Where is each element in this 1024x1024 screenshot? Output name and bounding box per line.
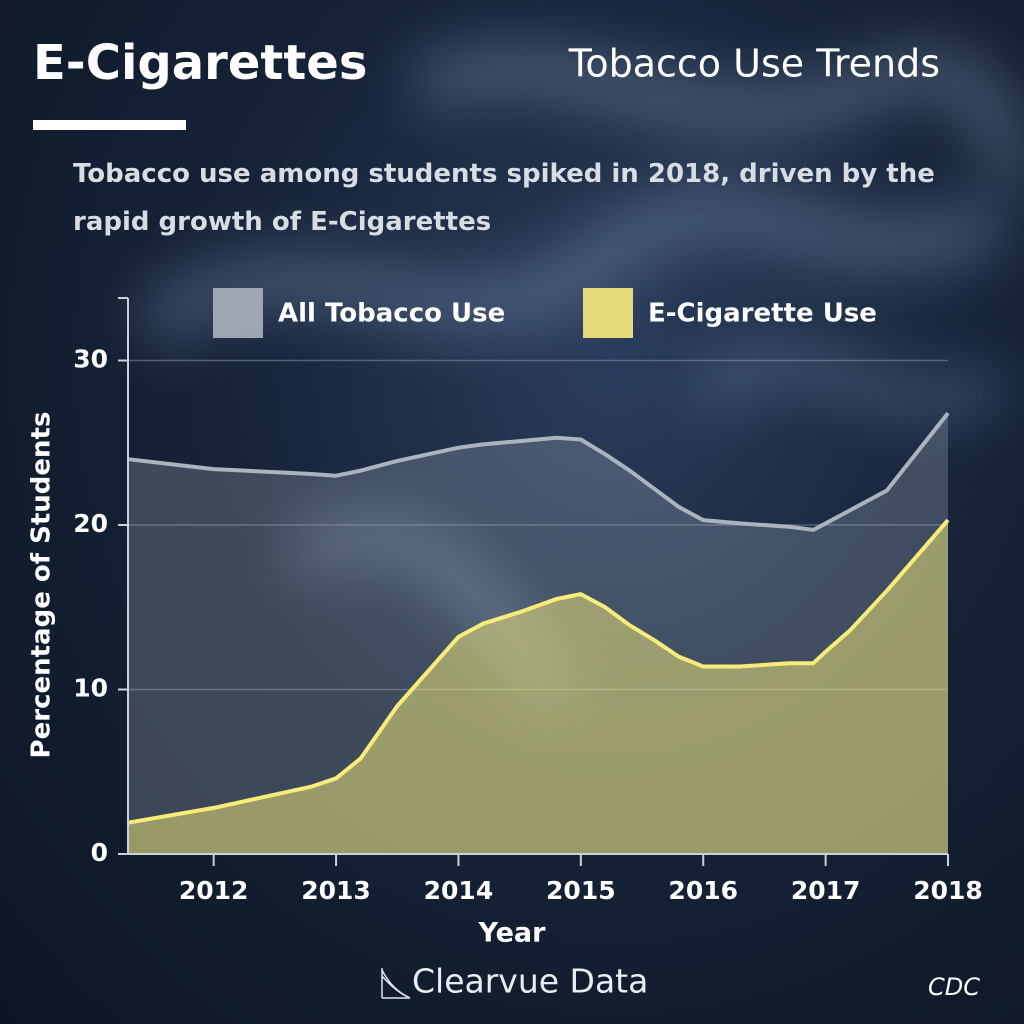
x-tick-label: 2014 [424,876,494,905]
chart-title: E-Cigarettes [33,35,367,91]
x-tick-label: 2015 [546,876,616,905]
series-line [127,411,950,532]
legend-swatch [583,288,633,338]
x-axis-label: Year [478,918,547,949]
smoke [130,44,1024,714]
y-tick-label: 10 [73,674,108,703]
y-tick-label: 0 [91,838,108,867]
title-underline [33,120,186,130]
source: CDC [928,973,980,1001]
description: Tobacco use among students spiked in 201… [73,159,935,237]
area-fill [128,520,948,854]
x-tick-label: 2016 [668,876,738,905]
legend-label: All Tobacco Use [278,299,505,329]
x-tick-label: 2018 [913,876,983,905]
legend-swatch [213,288,263,338]
brand-logo [381,968,411,999]
legend-label: E-Cigarette Use [648,299,877,329]
x-tick-label: 2017 [791,876,861,905]
brand: Clearvue Data [412,962,648,1001]
y-tick-label: 20 [73,509,108,538]
chart-subtitle: Tobacco Use Trends [568,42,940,86]
x-tick-label: 2013 [301,876,371,905]
y-tick-label: 30 [73,345,108,374]
y-axis-label: Percentage of Students [27,412,57,759]
x-tick-label: 2012 [179,876,249,905]
series-line [127,518,950,825]
